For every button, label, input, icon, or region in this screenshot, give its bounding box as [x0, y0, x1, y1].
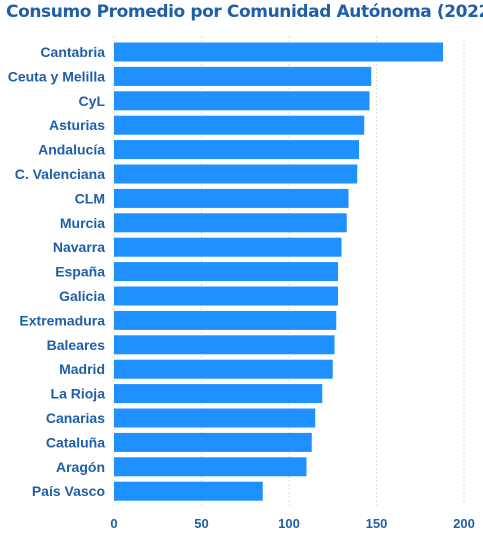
- bar: [114, 66, 372, 86]
- bar: [114, 164, 358, 184]
- bar: [114, 384, 323, 404]
- bar: [114, 188, 349, 208]
- category-label: Navarra: [53, 239, 105, 255]
- category-label: Galicia: [59, 288, 105, 304]
- bar: [114, 310, 337, 330]
- x-tick-label: 100: [278, 516, 300, 531]
- category-label: Andalucía: [38, 142, 105, 158]
- x-tick-label: 50: [194, 516, 208, 531]
- bar: [114, 42, 443, 62]
- bar: [114, 481, 263, 501]
- category-label: Canarias: [46, 410, 105, 426]
- bar: [114, 237, 342, 257]
- bar: [114, 140, 359, 160]
- bar: [114, 286, 338, 306]
- category-label: Baleares: [47, 337, 106, 353]
- bar: [114, 262, 338, 282]
- category-label: Madrid: [59, 361, 105, 377]
- category-label: Cataluña: [46, 434, 105, 450]
- category-label: Murcia: [60, 215, 105, 231]
- chart-title: Consumo Promedio por Comunidad Autónoma …: [6, 2, 483, 22]
- category-label: C. Valenciana: [15, 166, 105, 182]
- category-label: CyL: [79, 93, 106, 109]
- x-tick-label: 150: [366, 516, 388, 531]
- bar: [114, 432, 312, 452]
- x-tick-label: 200: [453, 516, 475, 531]
- bar: [114, 115, 365, 135]
- bar: [114, 91, 370, 111]
- x-tick-label: 0: [110, 516, 117, 531]
- category-label: Aragón: [56, 459, 105, 475]
- category-label: España: [55, 264, 105, 280]
- category-label: Extremadura: [19, 312, 105, 328]
- bar: [114, 359, 333, 379]
- category-label: Cantabria: [40, 44, 105, 60]
- category-label: CLM: [75, 190, 105, 206]
- bar: [114, 335, 335, 355]
- category-label: Asturias: [49, 117, 105, 133]
- category-label: La Rioja: [51, 386, 106, 402]
- category-label: País Vasco: [32, 483, 105, 499]
- category-label: Ceuta y Melilla: [8, 68, 105, 84]
- bar: [114, 408, 316, 428]
- bar: [114, 457, 307, 477]
- bar: [114, 213, 347, 233]
